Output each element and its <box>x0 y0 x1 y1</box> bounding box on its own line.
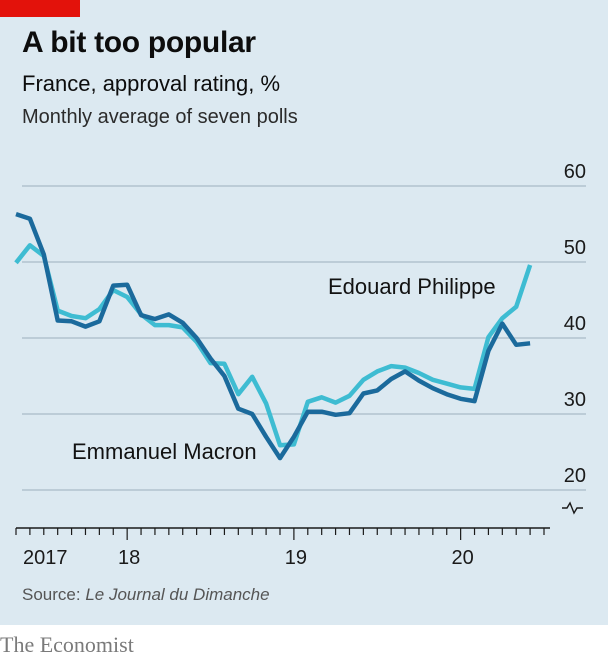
x-tick-label: 19 <box>285 547 307 569</box>
economist-wordmark: The Economist <box>0 632 134 657</box>
series-labels: Edouard Philippe Emmanuel Macron <box>72 274 496 464</box>
y-tick-label: 50 <box>564 237 586 259</box>
chart-title: A bit too popular <box>22 26 256 59</box>
line-chart: 20 30 40 50 60 2017 18 19 20 Edouard Philippe Em… <box>14 161 586 569</box>
chart-note: Monthly average of seven polls <box>22 106 298 128</box>
y-tick-labels: 20 30 40 50 60 <box>564 161 586 487</box>
source-prefix: Source: <box>22 585 86 604</box>
series-line-edouard-philippe <box>14 243 533 448</box>
axis-break-icon <box>562 501 583 515</box>
x-axis: 2017 18 19 20 <box>15 527 550 569</box>
series-label-philippe: Edouard Philippe <box>328 274 496 299</box>
source-name: Le Journal du Dimanche <box>85 585 270 604</box>
y-tick-label: 20 <box>564 465 586 487</box>
y-tick-label: 60 <box>564 161 586 183</box>
economist-red-tag <box>0 0 80 17</box>
series-line-emmanuel-macron <box>15 211 531 461</box>
y-tick-label: 40 <box>564 313 586 335</box>
series-label-macron: Emmanuel Macron <box>72 439 257 464</box>
source-note: Source: Le Journal du Dimanche <box>22 585 270 605</box>
series-lines <box>14 211 533 461</box>
chart-subtitle: France, approval rating, % <box>22 71 281 96</box>
y-tick-label: 30 <box>564 389 586 411</box>
gridlines <box>22 185 586 515</box>
x-tick-label: 20 <box>452 547 474 569</box>
x-tick-label: 2017 <box>23 547 68 569</box>
chart-card: A bit too popular France, approval ratin… <box>0 0 608 625</box>
x-tick-label: 18 <box>118 547 140 569</box>
